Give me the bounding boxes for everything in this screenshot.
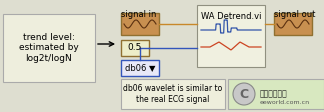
Text: 0.5: 0.5 (128, 43, 142, 53)
Bar (121, 13, 159, 35)
Text: eeworld.com.cn: eeworld.com.cn (260, 100, 310, 105)
Text: signal out: signal out (274, 10, 315, 19)
Circle shape (233, 83, 255, 105)
Bar (121, 60, 159, 76)
Text: trend level:
estimated by
log2t/logN: trend level: estimated by log2t/logN (19, 33, 79, 63)
Text: db06 ▼: db06 ▼ (125, 64, 155, 72)
Bar (274, 13, 312, 35)
Bar (121, 79, 225, 109)
Bar (3, 14, 95, 82)
Text: 电子工程世界: 电子工程世界 (260, 89, 288, 98)
Bar (197, 5, 265, 67)
Text: signal in: signal in (121, 10, 156, 19)
Bar (228, 79, 324, 109)
Text: db06 wavelet is similar to
the real ECG signal: db06 wavelet is similar to the real ECG … (123, 84, 223, 104)
Bar (121, 40, 149, 56)
Text: C: C (239, 87, 249, 100)
Text: WA Detrend.vi: WA Detrend.vi (201, 12, 261, 21)
